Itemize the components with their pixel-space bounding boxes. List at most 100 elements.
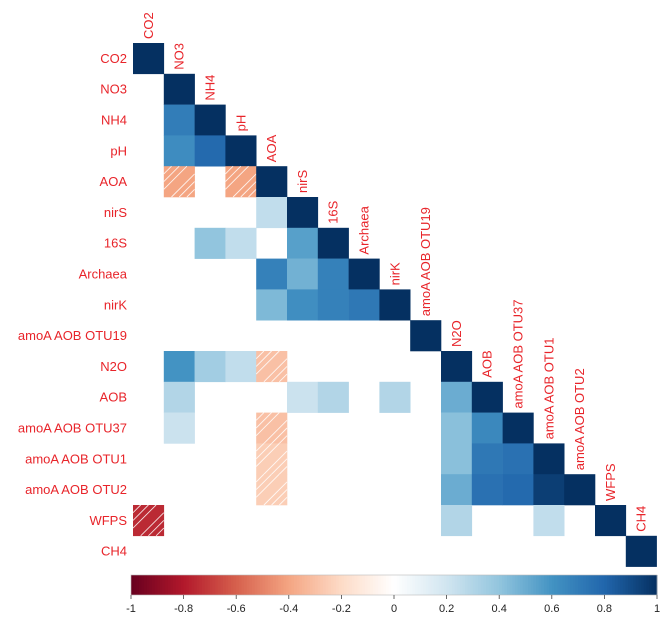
colorbar-segment [443, 575, 447, 595]
colorbar-segment [131, 575, 135, 595]
heatmap-cell [287, 197, 319, 229]
heatmap-cell [256, 197, 288, 229]
hatch-line [255, 443, 272, 460]
colorbar-segment [162, 575, 166, 595]
heatmap-cell [256, 351, 288, 383]
heatmap-cell [441, 351, 473, 383]
colorbar-segment [604, 575, 608, 595]
colorbar-segment [438, 575, 442, 595]
heatmap-cell [471, 412, 503, 444]
colorbar-segment [230, 575, 234, 595]
colorbar-segment [528, 575, 532, 595]
column-label: AOB [480, 350, 495, 377]
colorbar-segment [654, 575, 658, 595]
colorbar-segment [467, 575, 471, 595]
heatmap-cell [225, 135, 257, 167]
colorbar-segment [241, 575, 245, 595]
colorbar-segment [207, 575, 211, 595]
hatch-line [186, 188, 195, 198]
colorbar-segment [554, 575, 558, 595]
colorbar-segment [344, 575, 348, 595]
colorbar-tick-label: -1 [126, 603, 136, 615]
colorbar-tick-label: 0.6 [544, 603, 559, 615]
colorbar-segment [372, 575, 376, 595]
colorbar-segment [641, 575, 645, 595]
colorbar-segment [233, 575, 237, 595]
heatmap-cell [471, 443, 503, 475]
hatch-line [255, 350, 280, 375]
column-label: amoA AOB OTU2 [572, 368, 587, 470]
colorbar-segment [375, 575, 379, 595]
hatch-line [163, 165, 188, 190]
colorbar-segment [562, 575, 566, 595]
colorbar-segment [596, 575, 600, 595]
heatmap-cell [625, 535, 657, 567]
row-label: amoA AOB OTU2 [25, 482, 127, 497]
colorbar-segment [217, 575, 221, 595]
row-label: amoA AOB OTU19 [18, 328, 127, 343]
colorbar-segment [330, 575, 334, 595]
heatmap-cell [348, 289, 380, 321]
hatch-line [132, 504, 142, 514]
colorbar-segment [630, 575, 634, 595]
heatmap-cell [287, 258, 319, 290]
colorbar-segment [304, 575, 308, 595]
colorbar-segment [244, 575, 248, 595]
colorbar-segment [349, 575, 353, 595]
heatmap-cell [163, 412, 195, 444]
colorbar-segment [557, 575, 561, 595]
heatmap-cell [163, 166, 195, 198]
heatmap-cell [502, 412, 534, 444]
row-label: amoA AOB OTU1 [25, 451, 127, 466]
colorbar-segment [170, 575, 174, 595]
heatmap-cell [502, 443, 534, 475]
hatch-line [263, 358, 288, 383]
colorbar-segment [223, 575, 227, 595]
colorbar-segment [307, 575, 311, 595]
colorbar-segment [564, 575, 568, 595]
colorbar-segment [541, 575, 545, 595]
colorbar-segment [380, 575, 384, 595]
colorbar-segment [391, 575, 395, 595]
hatch-line [278, 373, 288, 383]
heatmap-cell [163, 73, 195, 105]
colorbar-segment [415, 575, 419, 595]
colorbar-segment [480, 575, 484, 595]
colorbar-segment [609, 575, 613, 595]
hatch-line [132, 504, 157, 529]
colorbar-segment [651, 575, 655, 595]
colorbar-segment [525, 575, 529, 595]
colorbar-segment [141, 575, 145, 595]
row-label: pH [110, 143, 127, 158]
heatmap-cell [441, 443, 473, 475]
heatmap-cell [317, 381, 349, 413]
hatch-line [155, 527, 165, 537]
colorbar-tick-label: -0.8 [174, 603, 193, 615]
column-label: amoA AOB OTU1 [541, 338, 556, 440]
colorbar-segment [635, 575, 639, 595]
colorbar-segment [367, 575, 371, 595]
colorbar-segment [212, 575, 216, 595]
hatch-line [271, 458, 288, 475]
colorbar-segment [157, 575, 161, 595]
row-label: WFPS [89, 513, 127, 528]
heatmap-cell [410, 320, 442, 352]
colorbar-segment [296, 575, 300, 595]
heatmap-cell [256, 258, 288, 290]
row-label: NO3 [100, 82, 127, 97]
hatch-line [255, 412, 265, 421]
heatmap-cell [317, 227, 349, 259]
colorbar-segment [643, 575, 647, 595]
colorbar-segment [457, 575, 461, 595]
column-label: NO3 [172, 43, 187, 70]
colorbar-segment [209, 575, 213, 595]
hatch-line [225, 165, 249, 190]
row-label: CO2 [100, 51, 127, 66]
column-labels: CO2 NO3 NH4 pH AOA nirS 16S Archaea nirK amoA AOB… [141, 12, 649, 532]
colorbar-segment [394, 575, 398, 595]
heatmap-cell [533, 443, 565, 475]
colorbar-segment [194, 575, 198, 595]
hatch-line [132, 504, 149, 521]
column-label: N2O [449, 320, 464, 347]
colorbar-segment [638, 575, 642, 595]
